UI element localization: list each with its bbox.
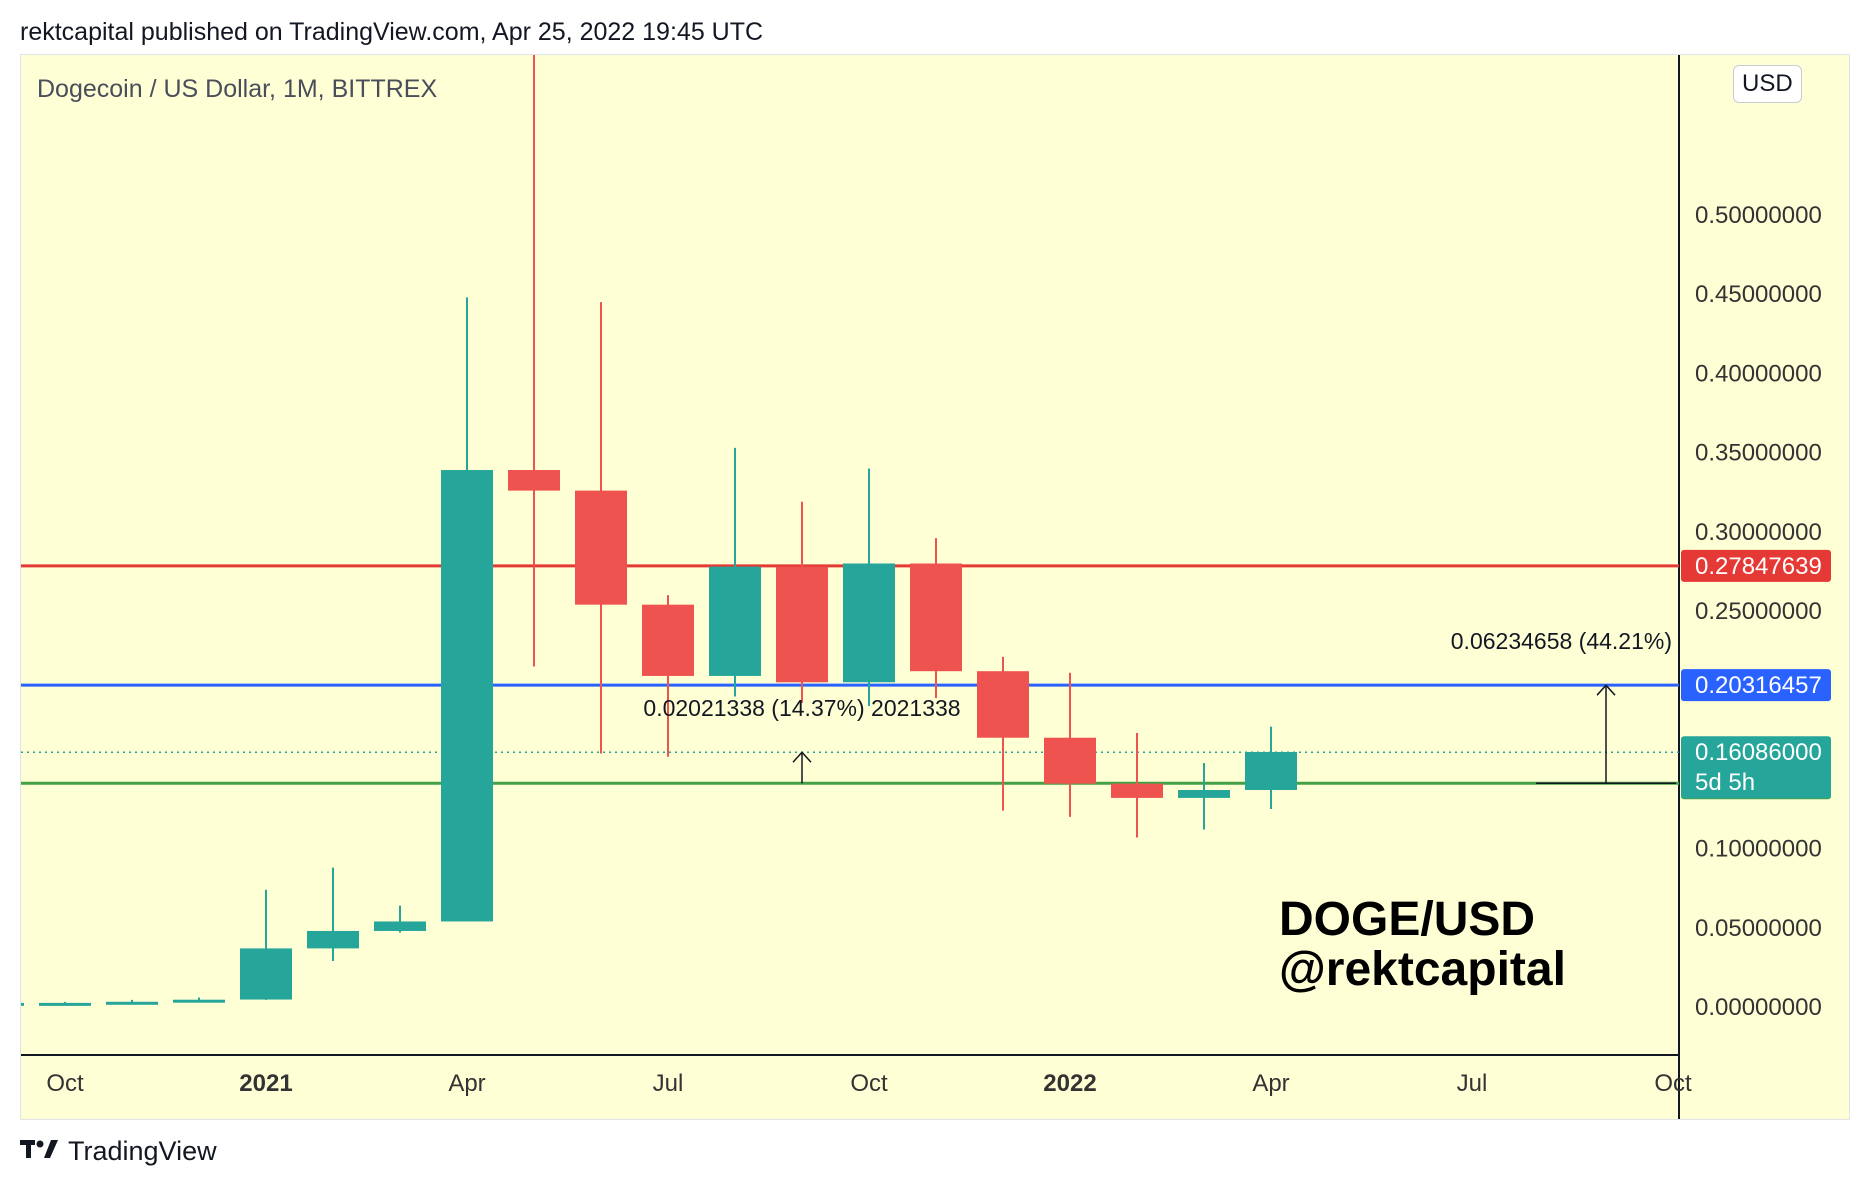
watermark-pair: DOGE/USD <box>1279 893 1536 946</box>
y-tick-label: 0.05000000 <box>1695 915 1822 942</box>
x-tick-label: Oct <box>46 1070 84 1097</box>
price-tag-last: 0.16086000 <box>1695 739 1822 766</box>
x-tick-label: Oct <box>1654 1070 1692 1097</box>
candle-body <box>843 563 895 683</box>
measure-label: 0.06234658 (44.21%) <box>1451 628 1672 654</box>
candle-body <box>575 490 627 605</box>
price-tag-resistance: 0.27847639 <box>1695 553 1822 580</box>
price-tag-mid_support-bg <box>1681 669 1831 702</box>
candle-body <box>307 930 359 949</box>
tradingview-logo-icon <box>20 1138 60 1165</box>
price-tag-last-countdown: 5d 5h <box>1695 769 1755 796</box>
y-tick-label: 0.30000000 <box>1695 519 1822 546</box>
x-tick-label: Jul <box>1457 1070 1488 1097</box>
candle-body <box>1044 737 1096 784</box>
candle-body <box>977 671 1029 738</box>
candle-body <box>240 948 292 1000</box>
candle-body <box>910 563 962 672</box>
y-tick-label: 0.35000000 <box>1695 440 1822 467</box>
candle-body <box>508 470 560 491</box>
candle-body <box>39 1002 91 1006</box>
price-tag-last-bg <box>1681 736 1831 799</box>
measure-arrowhead <box>1596 684 1616 696</box>
candle-body <box>1245 751 1297 790</box>
y-tick-label: 0.50000000 <box>1695 202 1822 229</box>
x-tick-label: Apr <box>448 1070 485 1097</box>
x-tick-label: Jul <box>653 1070 684 1097</box>
footer-brand-label: TradingView <box>68 1136 217 1166</box>
candle-body <box>776 566 828 683</box>
chart-svg[interactable]: 0.50000000 0.45000000 0.40000000 0.35000000… <box>21 55 1850 1120</box>
y-tick-label: 0.25000000 <box>1695 598 1822 625</box>
candle-body <box>441 470 493 922</box>
candle-body <box>374 921 426 931</box>
candle-body <box>709 566 761 676</box>
published-header: rektcapital published on TradingView.com… <box>20 18 764 46</box>
x-tick-label: Oct <box>850 1070 888 1097</box>
currency-selector[interactable]: USD <box>1733 65 1802 103</box>
y-tick-label: 0.45000000 <box>1695 281 1822 308</box>
y-tick-label: 0.40000000 <box>1695 360 1822 387</box>
candle-body <box>173 999 225 1003</box>
measure-label: 0.02021338 (14.37%) 2021338 <box>643 695 960 721</box>
candle-body <box>642 604 694 676</box>
candle-body <box>1111 783 1163 798</box>
chart-area[interactable]: 0.50000000 0.45000000 0.40000000 0.35000000… <box>20 54 1850 1120</box>
symbol-title: Dogecoin / US Dollar, 1M, BITTREX <box>37 75 438 103</box>
x-tick-label: 2022 <box>1043 1070 1096 1097</box>
candle-body <box>21 1002 24 1006</box>
price-tag-resistance-bg <box>1681 549 1831 582</box>
footer-brand[interactable]: TradingView <box>20 1136 217 1167</box>
measure-arrowhead <box>792 751 812 763</box>
y-tick-label: 0.00000000 <box>1695 994 1822 1021</box>
watermark: DOGE/USD @rektcapital <box>1279 895 1566 995</box>
y-tick-label: 0.10000000 <box>1695 836 1822 863</box>
candle-body <box>1178 789 1230 798</box>
x-tick-label: 2021 <box>239 1070 292 1097</box>
x-tick-label: Apr <box>1252 1070 1289 1097</box>
price-tag-mid_support: 0.20316457 <box>1695 672 1822 699</box>
candle-body <box>106 1001 158 1005</box>
watermark-author: @rektcapital <box>1279 943 1566 996</box>
